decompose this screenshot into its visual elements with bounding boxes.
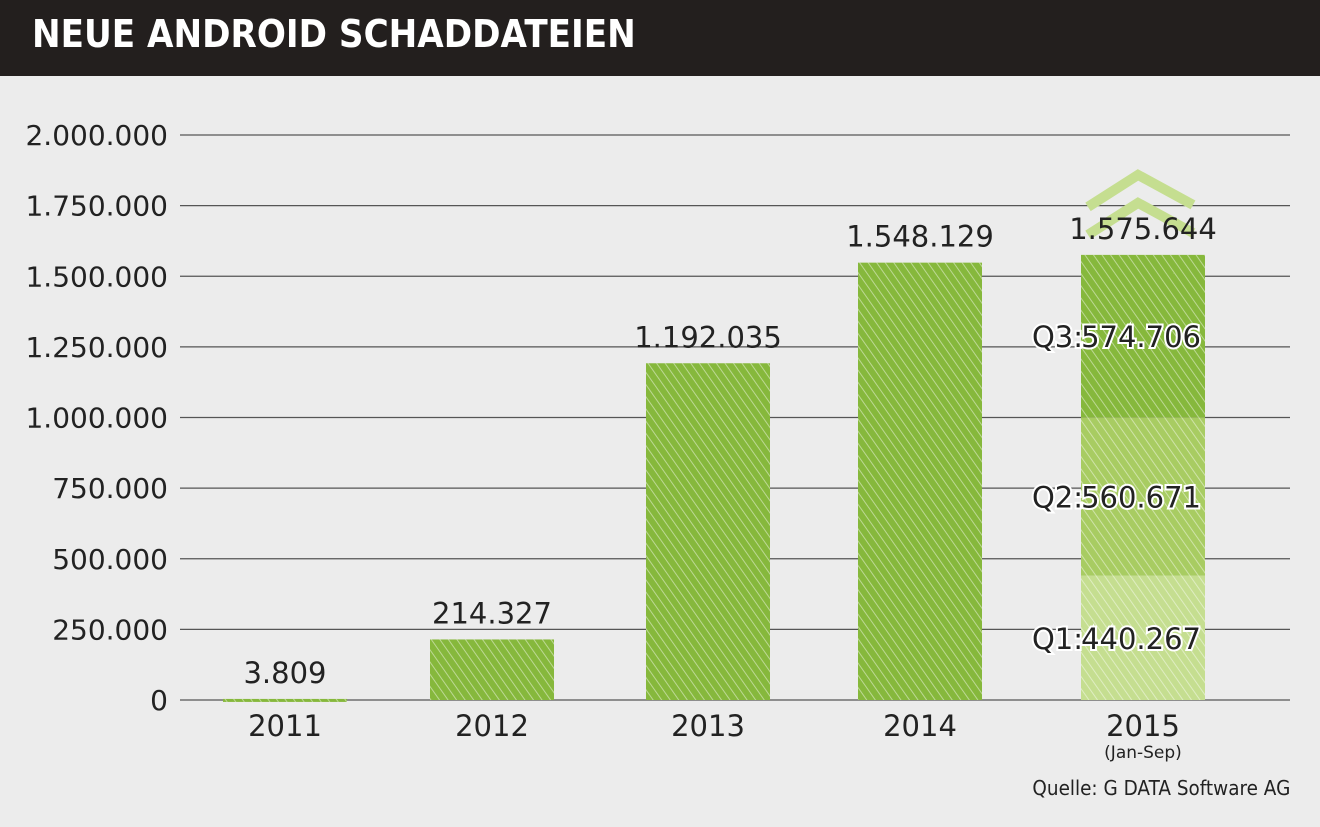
value-label-2013: 1.192.035 <box>634 320 782 354</box>
segment-value-Q2: 560.671 <box>1081 480 1201 514</box>
x-tick-label: 2014 <box>883 709 957 743</box>
x-tick-label: 2011 <box>248 709 322 743</box>
x-tick-label: 2012 <box>455 709 529 743</box>
bar-2015-Q1-hatch <box>1081 575 1205 700</box>
y-tick-label: 500.000 <box>52 543 168 576</box>
segment-label-Q1: Q1: <box>1032 622 1083 656</box>
y-tick-label: 1.750.000 <box>25 190 168 223</box>
bar-2015-Q3-hatch <box>1081 254 1205 418</box>
bar-2014-hatch <box>858 262 982 700</box>
segment-value-Q3: 574.706 <box>1081 320 1201 354</box>
value-label-2011: 3.809 <box>243 656 326 690</box>
x-tick-label: 2015 <box>1106 709 1180 743</box>
value-label-2015: 1.575.644 <box>1069 212 1217 246</box>
up-arrow-icon <box>1085 197 1196 240</box>
y-tick-label: 250.000 <box>52 613 168 646</box>
y-tick-label: 2.000.000 <box>25 119 168 152</box>
x-tick-label: 2013 <box>671 709 745 743</box>
y-tick-label: 1.250.000 <box>25 331 168 364</box>
segment-value-Q1: 440.267 <box>1081 622 1201 656</box>
y-tick-label: 0 <box>150 684 168 717</box>
x-tick-note: (Jan-Sep) <box>1104 743 1182 763</box>
segment-label-Q3: Q3: <box>1032 320 1083 354</box>
header-bar: NEUE ANDROID SCHADDATEIEN <box>0 0 1320 76</box>
y-tick-label: 1.000.000 <box>25 402 168 435</box>
bar-2011-hatch <box>223 698 347 702</box>
value-label-2012: 214.327 <box>432 596 552 630</box>
bar-2015-Q2-hatch <box>1081 417 1205 576</box>
up-arrow-icon <box>1085 169 1196 212</box>
y-tick-label: 1.500.000 <box>25 260 168 293</box>
value-label-2014: 1.548.129 <box>846 220 994 254</box>
chart-title: NEUE ANDROID SCHADDATEIEN <box>32 12 636 56</box>
source-note: Quelle: G DATA Software AG <box>1032 776 1290 800</box>
y-tick-label: 750.000 <box>52 472 168 505</box>
bar-2013-hatch <box>646 363 770 700</box>
bar-2012-hatch <box>430 639 554 700</box>
segment-label-Q2: Q2: <box>1032 480 1083 514</box>
